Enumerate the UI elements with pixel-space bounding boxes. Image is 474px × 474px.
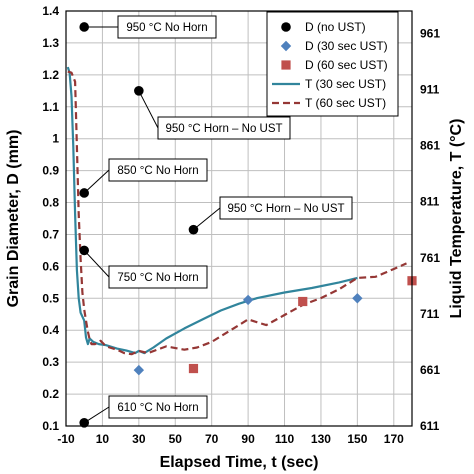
annotation-box <box>108 158 208 182</box>
y-tick-label: 0.2 <box>42 387 59 401</box>
x-tick-label: 90 <box>241 432 255 446</box>
y-tick-label: 0.4 <box>42 323 59 337</box>
annotation-label: 950 °C No Horn <box>126 22 207 34</box>
annotation-leader <box>83 250 110 278</box>
annotation-box <box>157 116 291 140</box>
y-tick-label: 0.8 <box>42 196 59 210</box>
y2-tick-label: 811 <box>420 195 440 209</box>
grain-diameter-points <box>79 22 417 428</box>
legend-label-d-60-sec-ust: D (60 sec UST) <box>305 58 388 72</box>
annotation-label: 850 °C No Horn <box>117 165 198 177</box>
legend-label-d-no-ust: D (no UST) <box>305 20 366 34</box>
y2-tick-label: 861 <box>420 139 440 153</box>
annotations: 950 °C No Horn 950 °C Horn – No UST 850 °C… <box>83 15 353 424</box>
d-60-sec-ust-point <box>298 296 308 307</box>
y-tick-label: 0.7 <box>42 227 59 241</box>
y2-tick-label: 711 <box>420 307 440 321</box>
d-no-ust-point <box>79 22 90 32</box>
annotation-box <box>108 395 208 419</box>
y-tick-label: 0.1 <box>42 419 59 433</box>
annotation-leader <box>138 90 159 129</box>
x-tick-label: 150 <box>347 432 367 446</box>
annotation-box <box>108 265 208 289</box>
legend-label-t-30-sec-ust: T (30 sec UST) <box>305 77 386 91</box>
legend-swatch-d-60-sec-ust <box>281 60 291 70</box>
y-tick-label: 0.5 <box>42 291 59 305</box>
annotation-box <box>219 196 353 220</box>
y-tick-label: 0.9 <box>42 164 59 178</box>
legend-swatch-d-30-sec-ust <box>280 40 292 52</box>
y-tick-label: 1.2 <box>42 68 59 82</box>
annotation-leader <box>83 406 110 424</box>
plot-frame <box>65 10 413 427</box>
x-axis-label: Elapsed Time, t (sec) <box>160 454 319 471</box>
x-tick-label: -10 <box>57 432 75 446</box>
annotation-label: 950 °C Horn – No UST <box>227 203 344 215</box>
y-tick-label: 1.4 <box>42 4 59 18</box>
y-tick-label: 1.3 <box>42 36 59 50</box>
annotation-box <box>117 15 217 39</box>
y-tick-label: 0.3 <box>42 355 59 369</box>
annotation-leader <box>193 207 221 231</box>
x-tick-label: 110 <box>275 432 295 446</box>
legend-label-t-60-sec-ust: T (60 sec UST) <box>305 96 386 110</box>
d-30-sec-ust-point <box>352 293 363 304</box>
y2-tick-label: 761 <box>420 251 440 265</box>
x-tick-label: 170 <box>384 432 404 446</box>
y2-tick-label: 911 <box>420 83 440 97</box>
y2-tick-label: 961 <box>420 26 440 40</box>
d-30-sec-ust-point <box>242 294 254 306</box>
y-tick-label: 1 <box>52 132 59 146</box>
t-30-sec-ust-line <box>66 66 358 355</box>
y-axis-label: Grain Diameter, D (mm) <box>5 130 22 308</box>
annotation-label: 610 °C No Horn <box>117 402 198 414</box>
d-60-sec-ust-point <box>188 363 199 374</box>
y2-axis-label: Liquid Temperature, T (°C) <box>448 119 465 319</box>
tick-labels: -10 10 30 50 70 90 110 130 150 170 0.1 0.2 0.3 0.4 0.5… <box>42 4 440 446</box>
annotation-label: 750 °C No Horn <box>117 272 198 284</box>
x-tick-label: 30 <box>132 432 146 446</box>
x-tick-label: 70 <box>205 432 219 446</box>
y-tick-label: 1.1 <box>42 100 59 114</box>
legend-entries: D (no UST) D (30 sec UST) D (60 sec UST) T … <box>272 20 388 110</box>
y-tick-label: 0.6 <box>42 259 59 273</box>
annotation-leader <box>83 169 110 194</box>
legend-label-d-30-sec-ust: D (30 sec UST) <box>305 39 388 53</box>
y2-tick-label: 661 <box>420 363 440 377</box>
d-30-sec-ust-point <box>133 364 145 376</box>
legend: D (no UST) D (30 sec UST) D (60 sec UST) T … <box>266 11 399 117</box>
x-tick-label: 130 <box>311 432 331 446</box>
legend-swatch-d-no-ust <box>281 22 291 32</box>
x-tick-label: 50 <box>169 432 183 446</box>
annotation-label: 950 °C Horn – No UST <box>165 123 282 135</box>
y2-tick-label: 611 <box>420 419 440 433</box>
x-tick-label: 10 <box>96 432 110 446</box>
